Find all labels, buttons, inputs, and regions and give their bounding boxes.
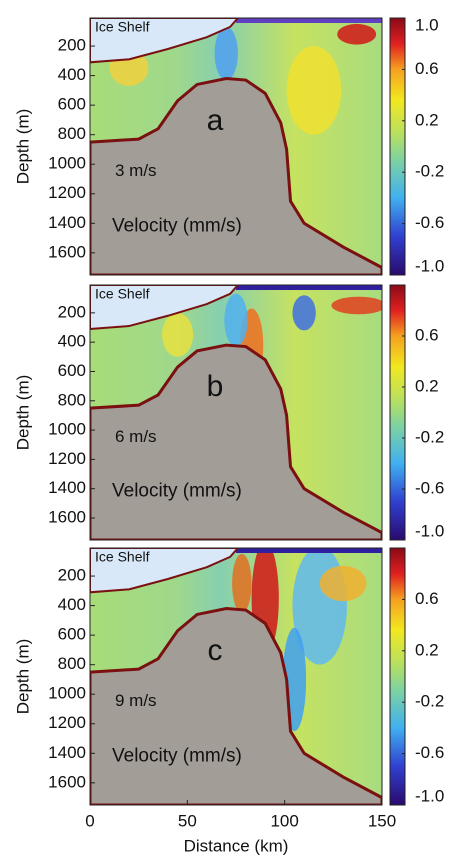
- wind-speed: 9 m/s: [115, 691, 157, 710]
- x-tick-label: 100: [270, 811, 298, 830]
- y-tick-label: 1400: [48, 478, 86, 497]
- colorbar-tick-label: 1.0: [415, 15, 439, 34]
- colorbar: [389, 547, 406, 806]
- ice-shelf: [90, 18, 240, 64]
- colorbar-tick-label: -0.6: [415, 743, 444, 762]
- x-tick-label: 50: [178, 811, 197, 830]
- panel-label: b: [207, 370, 224, 403]
- y-tick-label: 400: [58, 332, 86, 351]
- ice-label: Ice Shelf: [95, 19, 150, 35]
- plot-frame: [89, 284, 383, 541]
- y-tick-label: 1600: [48, 508, 86, 527]
- y-axis-label: Depth (m): [13, 639, 32, 715]
- variable-label: Velocity (mm/s): [112, 215, 242, 236]
- colorbar-tick-label: -0.2: [415, 162, 444, 181]
- surface-band: [236, 548, 382, 553]
- colorbar-tick-label: -0.6: [415, 213, 444, 232]
- y-tick-label: 1200: [48, 183, 86, 202]
- colorbar: [389, 284, 406, 541]
- colorbar-tick-label: -0.2: [415, 692, 444, 711]
- colorbar-tick-label: -1.0: [415, 521, 444, 540]
- y-tick-label: 1200: [48, 713, 86, 732]
- x-axis-label: Distance (km): [184, 836, 289, 855]
- panel: Ice Shelf a 3 m/s Velocity (mm/s) 200 400 600 8…: [13, 15, 444, 276]
- velocity-anomaly: [337, 23, 377, 45]
- colorbar-tick-label: 0.6: [415, 589, 439, 608]
- y-tick-label: 600: [58, 95, 86, 114]
- y-tick-label: 400: [58, 65, 86, 84]
- panel: Ice Shelf b 6 m/s Velocity (mm/s) 200 400 600 8…: [13, 284, 444, 541]
- velocity-anomaly: [292, 295, 316, 331]
- y-tick-label: 600: [58, 625, 86, 644]
- wind-speed: 6 m/s: [115, 427, 157, 446]
- colorbar-tick-label: -1.0: [415, 786, 444, 805]
- colorbar-tick-label: -0.2: [415, 427, 444, 446]
- plot-frame: [89, 547, 383, 806]
- panel-label: c: [208, 634, 223, 667]
- surface-band: [236, 18, 382, 23]
- seafloor: [90, 343, 382, 540]
- field: [90, 548, 382, 805]
- velocity-anomaly: [214, 26, 238, 81]
- variable-label: Velocity (mm/s): [112, 745, 242, 766]
- wind-speed: 3 m/s: [115, 161, 157, 180]
- ice-shelf: [90, 285, 240, 330]
- y-tick-label: 200: [58, 302, 86, 321]
- y-tick-label: 800: [58, 124, 86, 143]
- ice-shelf: [90, 548, 240, 594]
- colorbar-tick-label: 0.2: [415, 640, 439, 659]
- ice-label: Ice Shelf: [95, 286, 150, 302]
- seafloor: [90, 607, 382, 805]
- y-tick-label: 1000: [48, 154, 86, 173]
- y-tick-label: 600: [58, 361, 86, 380]
- variable-label: Velocity (mm/s): [112, 481, 242, 502]
- field: [90, 18, 382, 275]
- panel-label: a: [207, 104, 224, 137]
- y-tick-label: 1600: [48, 772, 86, 791]
- x-tick-label: 0: [85, 811, 94, 830]
- ice-label: Ice Shelf: [95, 549, 150, 565]
- field: [90, 285, 382, 540]
- velocity-anomaly: [162, 312, 194, 357]
- y-tick-label: 800: [58, 654, 86, 673]
- colorbar-tick-label: 0.2: [415, 376, 439, 395]
- y-tick-label: 1200: [48, 449, 86, 468]
- velocity-anomaly: [232, 553, 252, 613]
- colorbar-tick-label: 0.6: [415, 325, 439, 344]
- colorbar-tick-label: -0.6: [415, 478, 444, 497]
- y-tick-label: 1000: [48, 684, 86, 703]
- y-axis-label: Depth (m): [13, 375, 32, 451]
- y-axis-label: Depth (m): [13, 109, 32, 185]
- panel: Ice Shelf c 9 m/s Velocity (mm/s) 200 400 600 8…: [13, 547, 444, 855]
- y-tick-label: 800: [58, 390, 86, 409]
- plot-frame: [89, 17, 383, 276]
- y-tick-label: 1000: [48, 420, 86, 439]
- velocity-anomaly: [286, 46, 342, 135]
- seafloor: [90, 77, 382, 275]
- colorbar-tick-label: 0.2: [415, 110, 439, 129]
- y-tick-label: 200: [58, 36, 86, 55]
- velocity-anomaly: [319, 565, 367, 602]
- y-tick-label: 1600: [48, 242, 86, 261]
- x-tick-label: 150: [368, 811, 396, 830]
- y-tick-label: 400: [58, 595, 86, 614]
- colorbar-tick-label: -1.0: [415, 256, 444, 275]
- velocity-anomaly: [331, 296, 382, 315]
- y-tick-label: 200: [58, 566, 86, 585]
- y-tick-label: 1400: [48, 213, 86, 232]
- velocity-anomaly: [224, 293, 248, 347]
- y-tick-label: 1400: [48, 743, 86, 762]
- surface-band: [236, 285, 382, 290]
- colorbar-tick-label: 0.6: [415, 59, 439, 78]
- colorbar: [389, 17, 406, 276]
